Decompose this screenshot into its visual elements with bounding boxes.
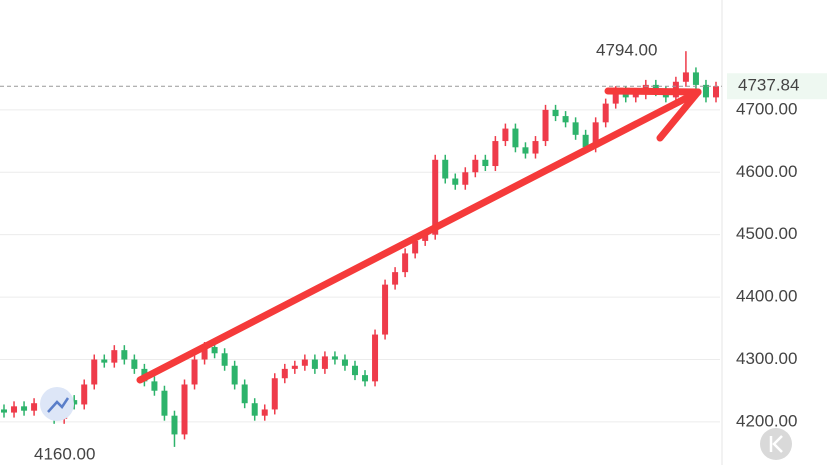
icon-glyph: [47, 397, 70, 413]
candle-body: [552, 109, 559, 117]
y-tick-label: 4400.00: [736, 287, 797, 306]
candle-body: [432, 159, 439, 235]
candle-body: [692, 72, 699, 85]
high-marker-label: 4794.00: [596, 41, 657, 60]
candle-body: [91, 359, 98, 385]
candle-body: [81, 384, 88, 405]
candle-body: [271, 378, 278, 410]
candle-body: [21, 406, 28, 411]
candle-body: [382, 284, 389, 335]
candle-body: [482, 159, 489, 167]
y-tick-label: 4200.00: [736, 411, 797, 430]
candle-body: [131, 359, 138, 369]
collapse-button[interactable]: [760, 428, 792, 460]
candle-body: [321, 356, 328, 369]
candle-body: [632, 94, 639, 98]
arrow-head: [656, 88, 702, 142]
candle-body: [652, 84, 659, 92]
candle-body: [542, 109, 549, 142]
candle-body: [291, 365, 298, 369]
candle-body: [372, 334, 379, 382]
candle-body: [161, 390, 168, 416]
candle-body: [151, 381, 158, 391]
plot: 4200.00 4300.00 4400.00 4500.00 4600.00 4700.…: [0, 41, 827, 463]
y-tick-label: 4700.00: [736, 99, 797, 118]
candle-body: [362, 375, 369, 382]
candle-body: [1, 409, 7, 413]
candle-body: [462, 172, 469, 185]
candle-body: [331, 356, 338, 360]
candle-body: [31, 403, 38, 411]
arrow-shaft: [136, 88, 702, 384]
icon-bg: [40, 387, 74, 421]
trend-arrow: [136, 87, 702, 384]
candle-body: [211, 347, 218, 354]
candle-body: [11, 406, 18, 413]
candle-body: [492, 141, 499, 167]
y-tick-label: 4300.00: [736, 349, 797, 368]
candle-body: [713, 86, 719, 98]
candle-body: [121, 350, 128, 360]
arrow-head: [604, 87, 702, 96]
candle-body: [171, 415, 178, 435]
button-bg[interactable]: [760, 428, 792, 460]
candle-body: [422, 234, 429, 241]
candle-body: [351, 365, 358, 376]
candle-body: [191, 359, 198, 385]
left-icon: [40, 387, 74, 421]
candle-body: [532, 141, 539, 154]
candle-body: [602, 103, 609, 123]
candle-body: [111, 350, 118, 363]
candle-body: [181, 384, 188, 435]
candle-body: [392, 272, 399, 285]
candle-body: [592, 122, 599, 148]
candle-body: [452, 178, 459, 185]
candle-body: [201, 347, 208, 360]
candle-body: [231, 365, 238, 385]
candle-body: [281, 368, 288, 379]
candle-body: [582, 134, 589, 148]
candle-body: [572, 122, 579, 135]
button-glyph: [769, 435, 783, 453]
candle-body: [502, 128, 509, 142]
candle-body: [311, 359, 318, 369]
candle-body: [221, 353, 228, 366]
candle-body: [341, 359, 348, 366]
candle-body: [412, 240, 419, 254]
candle-body: [442, 159, 449, 179]
candle-body: [682, 72, 689, 82]
candle-body: [261, 409, 268, 416]
candle-body: [512, 128, 519, 148]
candle-body: [522, 147, 529, 154]
candle-body: [402, 253, 409, 273]
candle-body: [251, 403, 258, 416]
candle-body: [101, 359, 108, 363]
y-tick-label: 4500.00: [736, 224, 797, 243]
last-price-box: [727, 73, 827, 100]
candle-body: [472, 159, 479, 173]
candle-body: [301, 359, 308, 366]
candle-body: [612, 91, 619, 104]
candle-body: [702, 84, 709, 98]
low-marker-label: 4160.00: [34, 444, 95, 463]
candle-body: [71, 400, 78, 405]
candle-body: [562, 116, 569, 123]
candle-body: [241, 384, 248, 404]
last-price-label: 4737.84: [738, 76, 799, 95]
y-tick-label: 4600.00: [736, 162, 797, 181]
